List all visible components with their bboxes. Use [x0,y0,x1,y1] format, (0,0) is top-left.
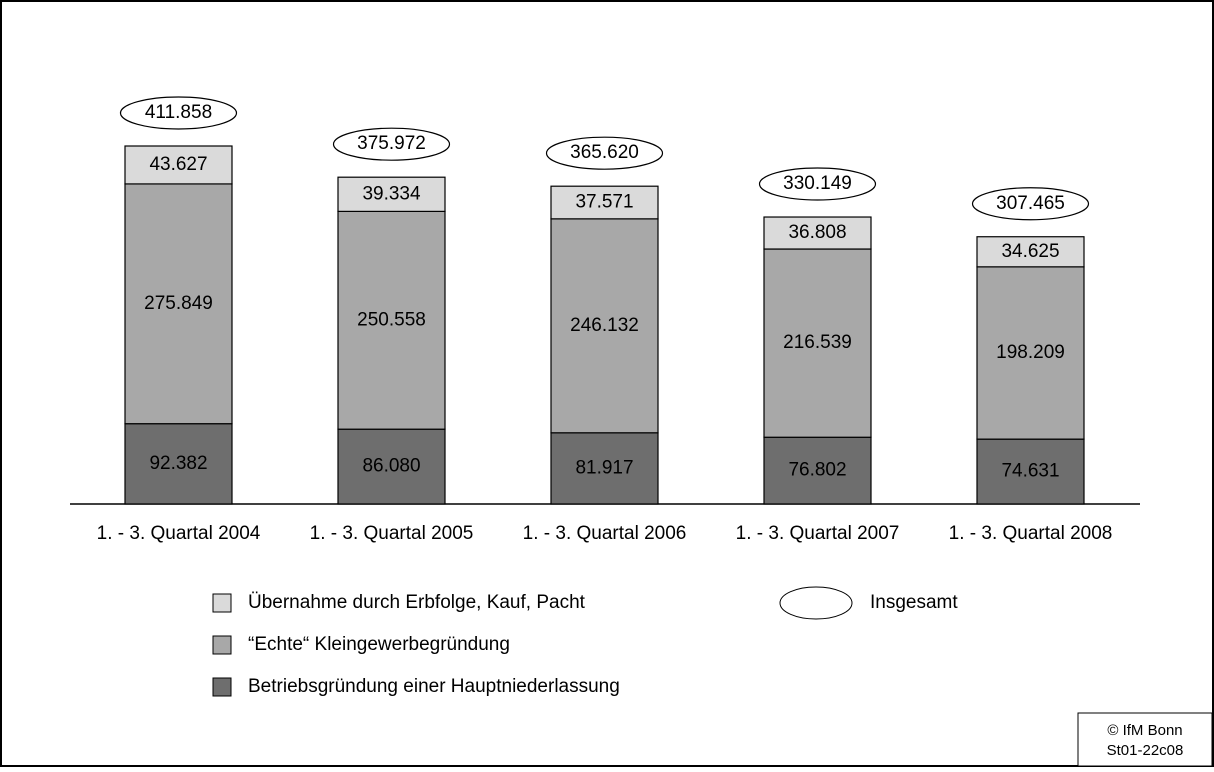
credit: © IfM Bonn [1107,722,1182,739]
bar-segment [763,436,872,505]
value-label: 250.558 [357,309,426,330]
value-label: 81.917 [575,457,633,478]
value-label: 74.631 [1001,461,1059,482]
credit-box [1077,712,1213,767]
x-tick-label: 1. - 3. Quartal 2004 [97,523,261,544]
bar-segment [337,176,446,212]
x-tick-label: 1. - 3. Quartal 2007 [736,523,900,544]
value-label: 37.571 [575,192,633,213]
value-label: 39.334 [362,183,421,204]
total-label: 375.972 [357,133,426,154]
total-label: 330.149 [783,173,852,194]
value-label: 275.849 [144,293,213,314]
value-label: 198.209 [996,342,1065,363]
legend-swatch [212,635,232,655]
value-label: 86.080 [362,456,420,477]
bar-segment [550,432,659,505]
legend-label: Übernahme durch Erbfolge, Kauf, Pacht [248,592,586,613]
total-ellipse [971,187,1090,221]
credit: St01-22c08 [1107,742,1184,759]
bar-segment [124,423,233,505]
legend-label: “Echte“ Kleingewerbegründung [248,634,510,655]
total-ellipse [332,127,451,161]
total-label: 307.465 [996,193,1065,214]
x-tick-label: 1. - 3. Quartal 2008 [949,523,1113,544]
value-label: 92.382 [149,453,207,474]
legend-swatch [212,593,232,613]
legend-label: Betriebsgründung einer Hauptniederlassun… [248,676,620,697]
bar-segment [976,266,1085,440]
total-ellipse [119,96,238,130]
value-label: 216.539 [783,332,852,353]
legend-ellipse [779,586,853,620]
value-label: 43.627 [149,154,207,175]
value-label: 246.132 [570,315,639,336]
bar-segment [550,185,659,220]
x-tick-label: 1. - 3. Quartal 2005 [310,523,474,544]
total-ellipse [758,167,877,201]
bar-segment [124,183,233,425]
x-tick-label: 1. - 3. Quartal 2006 [523,523,687,544]
total-label: 365.620 [570,142,639,163]
total-label: 411.858 [145,102,212,123]
bar-segment [337,428,446,505]
bar-segment [763,248,872,438]
legend-swatch [212,677,232,697]
value-label: 76.802 [788,460,846,481]
legend-label: Insgesamt [870,592,958,613]
bar-segment [337,210,446,430]
value-label: 34.625 [1001,241,1059,262]
bar-segment [763,216,872,250]
value-label: 36.808 [788,222,846,243]
total-ellipse [545,136,664,170]
bar-segment [124,145,233,185]
bar-segment [976,236,1085,268]
